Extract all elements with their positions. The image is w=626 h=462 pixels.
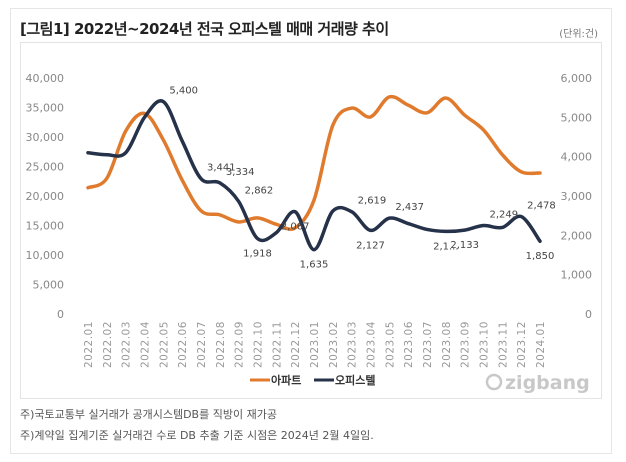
left-axis-tick: 15,000 xyxy=(26,220,65,233)
x-axis-tick: 2023.01 xyxy=(309,321,321,368)
x-axis-tick: 2022.09 xyxy=(234,321,246,368)
left-axis-tick: 10,000 xyxy=(26,249,65,262)
data-label: 2,067 xyxy=(281,222,310,233)
data-label: 3,334 xyxy=(226,167,255,178)
x-axis-tick: 2022.08 xyxy=(215,321,227,368)
x-axis-tick: 2022.05 xyxy=(158,321,170,368)
x-axis-tick: 2024.01 xyxy=(535,321,547,368)
x-axis-tick: 2023.06 xyxy=(403,321,415,368)
x-axis-tick: 2023.04 xyxy=(366,321,378,368)
data-label: 1,918 xyxy=(243,249,272,260)
x-axis-tick: 2022.07 xyxy=(196,321,208,368)
x-axis-tick: 2023.03 xyxy=(347,321,359,368)
right-axis-tick: 1,000 xyxy=(561,269,593,282)
left-axis-tick: 0 xyxy=(57,308,64,321)
data-label: 2,127 xyxy=(356,240,385,251)
data-label: 2,1... xyxy=(433,241,458,252)
right-axis-tick: 6,000 xyxy=(561,72,593,85)
data-label: 2,478 xyxy=(527,201,556,212)
x-axis-tick: 2023.07 xyxy=(422,321,434,368)
right-axis-tick: 4,000 xyxy=(561,151,593,164)
x-axis-tick: 2023.08 xyxy=(441,321,453,368)
series-line-apartment xyxy=(86,94,542,231)
legend-label: 오피스텔 xyxy=(335,373,375,387)
x-axis-tick: 2023.05 xyxy=(384,321,396,368)
x-axis-tick: 2023.12 xyxy=(516,321,528,368)
footnotes: 주)국토교통부 실거래가 공개시스템DB를 직방이 재가공 주)계약일 집계기준… xyxy=(20,404,374,446)
x-axis-tick: 2023.02 xyxy=(328,321,340,368)
x-axis-tick: 2022.01 xyxy=(83,321,95,368)
data-label: 2,437 xyxy=(395,202,424,213)
x-axis-tick: 2022.02 xyxy=(102,321,114,368)
line-chart: 0 5,000 10,000 15,000 20,000 25,000 30,000 35,0… xyxy=(26,72,593,394)
x-axis-tick: 2022.10 xyxy=(253,321,265,368)
data-label: 2,619 xyxy=(358,196,387,207)
left-axis-tick: 40,000 xyxy=(26,72,65,85)
data-label: 1,635 xyxy=(300,260,329,271)
right-axis-tick: 3,000 xyxy=(561,190,593,203)
chart-title: [그림1] 2022년~2024년 전국 오피스텔 매매 거래량 추이 xyxy=(20,20,389,38)
x-axis-tick: 2023.11 xyxy=(497,321,509,368)
x-axis-tick: 2022.12 xyxy=(290,321,302,368)
right-axis-tick: 5,000 xyxy=(561,111,593,124)
data-label: 2,862 xyxy=(245,185,274,196)
data-label: 3,441 xyxy=(207,163,236,174)
unit-label: (단위:건) xyxy=(559,29,598,40)
legend-label: 아파트 xyxy=(271,373,301,387)
footnote: 주)국토교통부 실거래가 공개시스템DB를 직방이 재가공 xyxy=(20,408,277,421)
left-axis-tick: 25,000 xyxy=(26,161,65,174)
x-axis-tick: 2022.11 xyxy=(271,321,283,368)
zigbang-logo: zigbang xyxy=(505,372,590,394)
plot-frame xyxy=(20,42,602,399)
left-axis-tick: 35,000 xyxy=(26,102,65,115)
data-label: 2,133 xyxy=(450,240,479,251)
right-axis-tick: 2,000 xyxy=(561,229,593,242)
x-axis-tick: 2022.04 xyxy=(140,321,152,368)
data-label: 2,249 xyxy=(490,210,519,221)
data-label: 1,850 xyxy=(526,251,555,262)
x-axis-tick: 2023.09 xyxy=(460,321,472,368)
x-axis-tick: 2022.06 xyxy=(177,321,189,368)
figure-card xyxy=(10,8,612,454)
zigbang-logo-icon xyxy=(485,373,503,391)
footnote: 주)계약일 집계기준 실거래건 수로 DB 추출 기준 시점은 2024년 2월… xyxy=(20,429,374,442)
data-label: 5,400 xyxy=(169,86,198,97)
left-axis-tick: 30,000 xyxy=(26,131,65,144)
left-axis-tick: 5,000 xyxy=(33,279,65,292)
right-axis-tick: 0 xyxy=(585,308,592,321)
x-axis-tick: 2023.10 xyxy=(479,321,491,368)
x-axis-tick: 2022.03 xyxy=(121,321,133,368)
left-axis-tick: 20,000 xyxy=(26,190,65,203)
